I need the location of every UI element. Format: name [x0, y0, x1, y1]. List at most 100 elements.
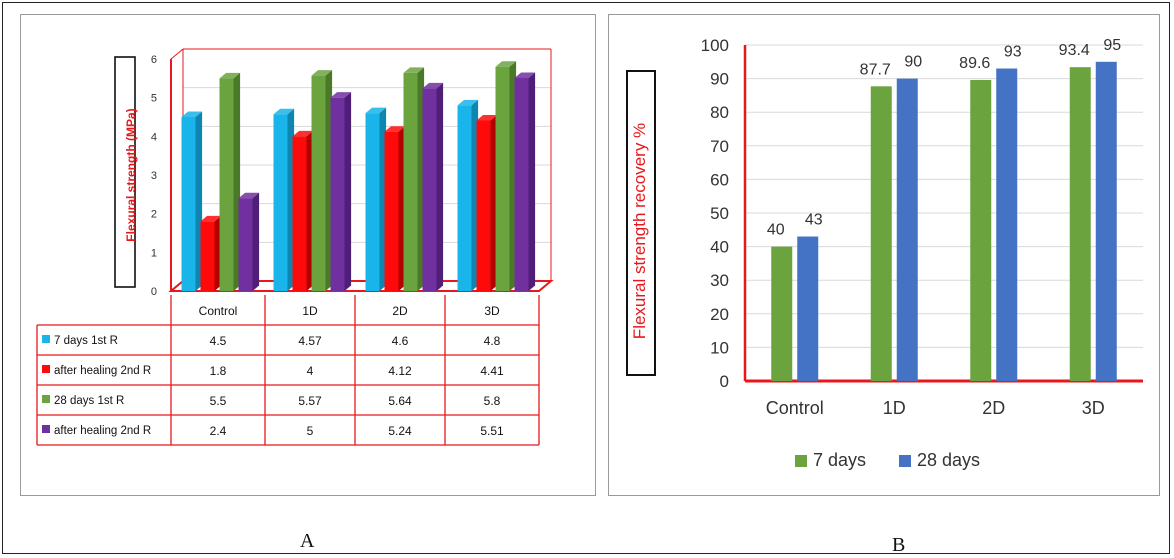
table-cell: 4.41 [480, 364, 504, 378]
bar-top [403, 67, 425, 73]
bar-side [379, 107, 387, 291]
bar-top [292, 130, 314, 137]
data-label: 87.7 [860, 61, 891, 78]
legend-swatch [42, 425, 50, 433]
y-tick-label: 60 [710, 170, 729, 189]
y-tick-label: 90 [710, 70, 729, 89]
y-tick-label: 10 [710, 338, 729, 357]
bar [996, 68, 1018, 381]
bar-side [233, 72, 241, 291]
bar-top [476, 114, 498, 121]
legend-label: after healing 2nd R [54, 365, 151, 377]
table-header-control: Control [199, 304, 238, 318]
ylabel-box [626, 70, 656, 376]
table-cell: 4.12 [388, 364, 412, 378]
table-cell: 5.24 [388, 424, 412, 438]
bar [181, 117, 196, 291]
data-label: 93.4 [1059, 42, 1090, 59]
panel-a: 0 1 2 3 4 5 6 Flexural strength (MPa) Control 1D 2… [20, 14, 596, 496]
chart-a: 0 1 2 3 4 5 6 Flexural strength (MPa) Control 1D 2… [36, 48, 554, 446]
bar [273, 114, 288, 291]
bar-top [219, 72, 241, 79]
bar [771, 246, 793, 381]
wall-top-edge [170, 48, 184, 60]
legend-label: 7 days [813, 450, 866, 470]
table-cell: 4.5 [210, 334, 227, 348]
bar [219, 78, 234, 291]
data-label: 95 [1103, 37, 1121, 54]
table-cell: 2.4 [210, 424, 227, 438]
bar-side [436, 82, 444, 292]
data-label: 43 [805, 212, 823, 229]
bar-top [273, 108, 295, 115]
y-tick-label: 1 [151, 247, 157, 259]
bar [896, 78, 918, 381]
bar [365, 113, 380, 291]
chart-b: 0 10 20 30 40 50 60 70 80 90 100 40 43 Control 87.7 90 1… [626, 36, 1143, 470]
bar [311, 75, 326, 291]
bar [457, 105, 472, 292]
y-tick-label: 80 [710, 103, 729, 122]
bar-top [200, 215, 222, 222]
bar [1069, 67, 1091, 381]
bar-side [528, 72, 536, 291]
data-label: 93 [1004, 44, 1022, 61]
bar-side [214, 215, 222, 291]
table-cell: 4.57 [298, 334, 322, 348]
table-cell: 4.8 [484, 334, 501, 348]
caption-b: B [892, 534, 906, 556]
bar-top [384, 126, 406, 132]
data-label: 89.6 [959, 55, 990, 72]
x-tick-label: 1D [883, 398, 906, 418]
legend-label: 28 days 1st R [54, 395, 124, 407]
table-cell: 4 [307, 364, 314, 378]
bar-side [195, 111, 203, 291]
bar [870, 86, 892, 381]
x-tick-label: 2D [982, 398, 1005, 418]
y-tick-label: 20 [710, 305, 729, 324]
legend-swatch [42, 335, 50, 343]
data-label: 90 [904, 54, 922, 71]
bar [495, 66, 510, 291]
bar-side [252, 192, 260, 291]
table-cell: 5.51 [480, 424, 504, 438]
y-tick-label: 70 [710, 137, 729, 156]
bar-side [306, 130, 314, 291]
bar-side [344, 92, 352, 292]
legend-swatch [899, 455, 911, 467]
bar-top [457, 99, 479, 106]
y-tick-label: 40 [710, 238, 729, 257]
bar [797, 236, 819, 381]
bar-top [181, 111, 203, 117]
y-tick-label: 100 [701, 36, 729, 55]
bar-top [422, 82, 444, 89]
table-cell: 5.8 [484, 394, 501, 408]
data-label: 40 [767, 222, 785, 239]
table-cell: 5.57 [298, 394, 322, 408]
panel-b: 0 10 20 30 40 50 60 70 80 90 100 40 43 Control 87.7 90 1… [608, 14, 1160, 496]
y-tick-label: 30 [710, 271, 729, 290]
legend-label: after healing 2nd R [54, 425, 151, 437]
bar-side [471, 99, 479, 292]
bar [292, 136, 307, 291]
bar-side [490, 114, 498, 291]
bar-top [330, 92, 352, 98]
bar [514, 77, 529, 291]
y-tick-label: 6 [151, 54, 157, 66]
table-header-3d: 3D [484, 304, 500, 318]
table-cell: 5 [307, 424, 314, 438]
y-tick-label: 50 [710, 204, 729, 223]
caption-a: A [300, 530, 315, 552]
table-cell: 5.64 [388, 394, 412, 408]
bar-side [417, 67, 425, 291]
legend-label: 28 days [917, 450, 980, 470]
bar [476, 120, 491, 291]
x-tick-label: 3D [1082, 398, 1105, 418]
legend-swatch [42, 395, 50, 403]
table-cell: 1.8 [210, 364, 227, 378]
y-tick-label: 3 [151, 170, 157, 182]
bar [1095, 61, 1117, 382]
bar [200, 221, 215, 291]
bar [970, 79, 992, 381]
